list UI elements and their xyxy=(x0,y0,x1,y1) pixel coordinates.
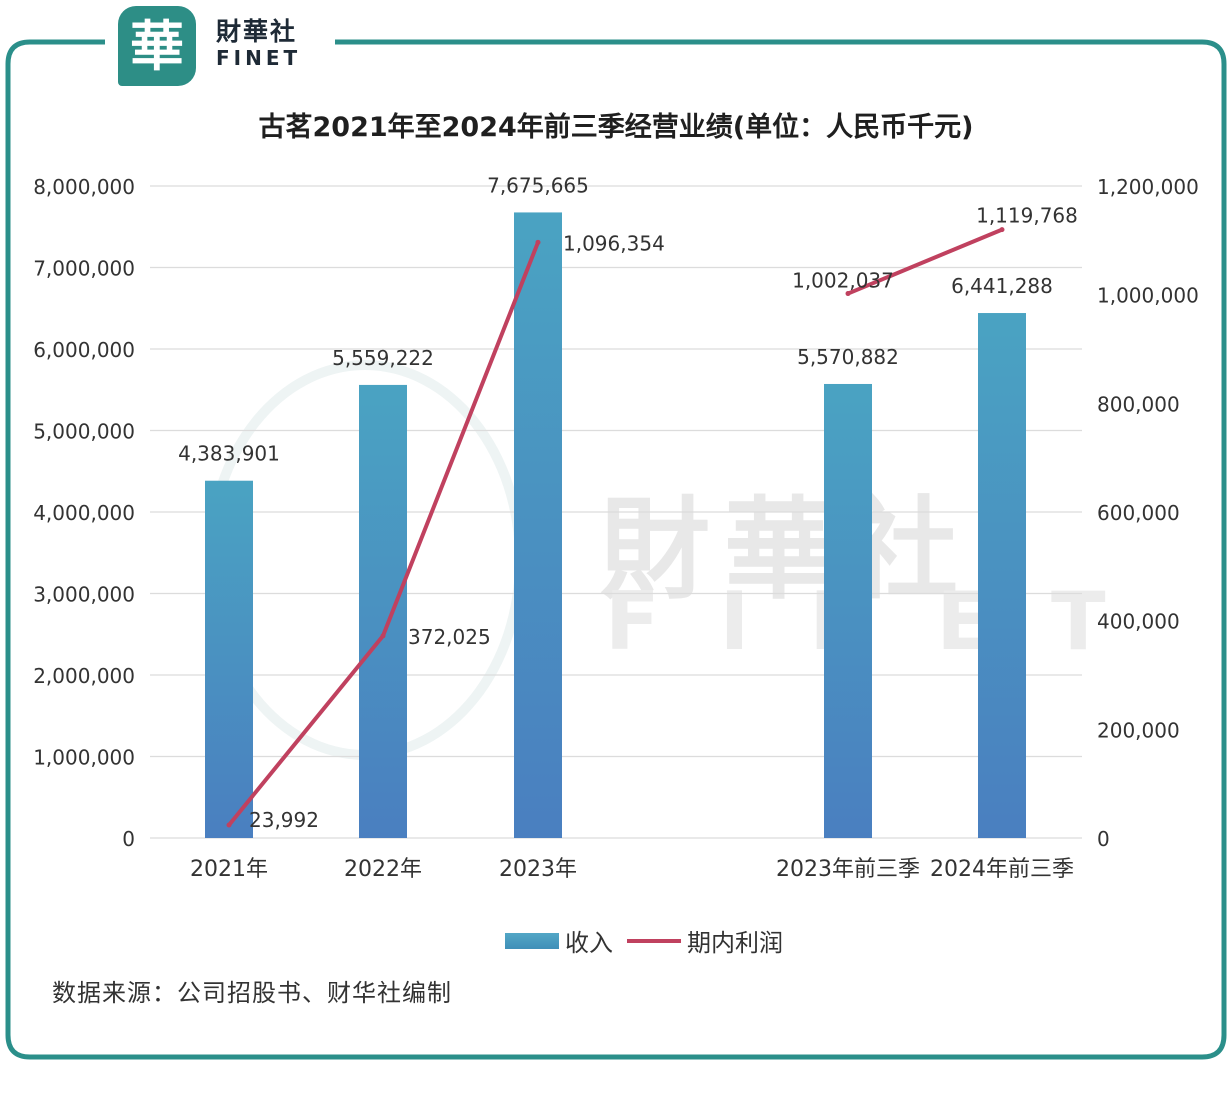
legend-label-revenue: 收入 xyxy=(565,929,613,957)
bar-revenue xyxy=(514,212,562,839)
y-left-tick-label: 8,000,000 xyxy=(33,175,135,199)
chart-title: 古茗2021年至2024年前三季经营业绩(单位：人民币千元) xyxy=(259,111,974,143)
x-category-label: 2021年 xyxy=(190,857,268,882)
y-left-tick-label: 2,000,000 xyxy=(33,664,135,688)
bar-revenue xyxy=(824,383,872,838)
bar-data-label: 6,441,288 xyxy=(951,274,1053,298)
y-left-tick-label: 4,000,000 xyxy=(33,501,135,525)
brand-name: 財華社 FINET xyxy=(212,12,312,70)
line-data-label: 1,002,037 xyxy=(792,269,894,293)
y-left-tick-label: 1,000,000 xyxy=(33,746,135,770)
line-profit-point xyxy=(999,227,1005,233)
line-data-label: 1,096,354 xyxy=(563,231,665,255)
bar-revenue xyxy=(978,313,1026,838)
legend-label-profit: 期内利润 xyxy=(687,929,783,957)
finet-logo-icon: 華 xyxy=(118,6,196,86)
y-right-tick-label: 1,000,000 xyxy=(1097,284,1199,308)
y-left-tick-label: 6,000,000 xyxy=(33,338,135,362)
legend-bar-swatch xyxy=(505,932,559,949)
brand-name-en: FINET xyxy=(216,46,302,70)
bar-data-label: 5,570,882 xyxy=(797,345,899,369)
y-right-tick-label: 0 xyxy=(1097,827,1110,851)
brand-name-cn: 財華社 xyxy=(216,17,298,46)
line-profit-point xyxy=(380,633,386,639)
line-profit-point xyxy=(845,291,851,297)
y-left-tick-label: 3,000,000 xyxy=(33,583,135,607)
y-right-tick-label: 600,000 xyxy=(1097,501,1180,525)
source-note: 数据来源：公司招股书、财华社编制 xyxy=(52,979,452,1007)
y-left-tick-label: 0 xyxy=(122,827,135,851)
legend: 收入 期内利润 xyxy=(505,923,783,958)
line-data-label: 23,992 xyxy=(249,808,319,832)
bar-revenue xyxy=(359,384,407,838)
line-profit-ytd xyxy=(847,227,1003,296)
line-profit-point xyxy=(226,822,232,828)
legend-line-swatch xyxy=(627,938,681,943)
y-left-tick-label: 5,000,000 xyxy=(33,420,135,444)
line-data-label: 372,025 xyxy=(408,625,491,649)
bar-data-label: 4,383,901 xyxy=(178,442,280,466)
x-category-label: 2023年 xyxy=(499,857,577,882)
y-left-tick-label: 7,000,000 xyxy=(33,257,135,281)
bar-data-label: 5,559,222 xyxy=(332,346,434,370)
x-category-label: 2024年前三季 xyxy=(930,857,1074,882)
y-right-tick-label: 800,000 xyxy=(1097,392,1180,416)
bar-revenue xyxy=(205,480,253,838)
y-right-tick-label: 1,200,000 xyxy=(1097,175,1199,199)
y-right-tick-label: 200,000 xyxy=(1097,718,1180,742)
bar-data-label: 7,675,665 xyxy=(487,173,589,197)
line-data-label: 1,119,768 xyxy=(976,204,1078,228)
x-category-label: 2022年 xyxy=(344,857,422,882)
watermark-cn: 財華社 xyxy=(600,486,972,614)
y-right-tick-label: 400,000 xyxy=(1097,610,1180,634)
x-category-label: 2023年前三季 xyxy=(776,857,920,882)
line-profit-point xyxy=(535,239,541,245)
